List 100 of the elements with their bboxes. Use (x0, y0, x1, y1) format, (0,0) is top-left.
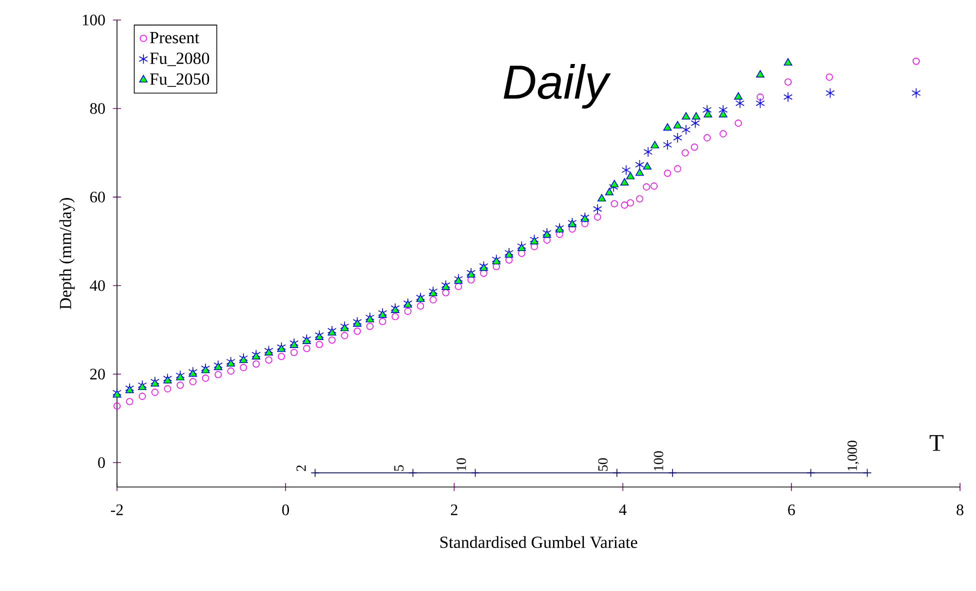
point (681, 124, 691, 135)
point (643, 162, 652, 170)
point (138, 382, 146, 390)
point (555, 225, 564, 232)
point (620, 201, 628, 209)
annotation: 100 (654, 451, 664, 470)
point (239, 356, 248, 363)
point (662, 140, 672, 150)
annotation: 1,000 (848, 440, 859, 470)
point (690, 143, 698, 151)
point (240, 364, 248, 372)
point (682, 149, 689, 156)
text: Daily (504, 64, 611, 109)
point (756, 93, 764, 101)
point (176, 370, 185, 381)
annotation: 50 (598, 458, 608, 471)
point (668, 468, 677, 478)
point (113, 402, 121, 410)
point (252, 352, 260, 360)
point (650, 140, 660, 148)
point (470, 468, 480, 478)
y-tick-label: 40 (90, 280, 105, 291)
point (442, 289, 450, 296)
point (612, 468, 622, 478)
point (674, 165, 682, 172)
x-tick-label: 8 (956, 504, 964, 516)
point (756, 98, 765, 108)
point (416, 302, 424, 310)
point (276, 342, 286, 352)
y-tick-label: 0 (98, 457, 105, 468)
x-tick-label: 4 (619, 504, 627, 516)
point (530, 236, 538, 244)
point (227, 367, 234, 375)
point (626, 199, 634, 206)
point (290, 348, 298, 356)
point (735, 98, 745, 108)
point (352, 316, 362, 328)
point (164, 385, 172, 392)
legend-label: Fu_2080 (150, 52, 210, 66)
y-tick-label: 20 (90, 368, 105, 380)
point (404, 308, 412, 315)
point (480, 270, 488, 277)
x-tick-label: 2 (450, 504, 458, 516)
point (663, 123, 672, 131)
point (138, 392, 146, 400)
point (594, 213, 602, 221)
point (214, 370, 222, 378)
point (644, 146, 653, 158)
point (340, 324, 349, 332)
point (784, 58, 792, 66)
point (912, 58, 920, 65)
x-axis-title: Standardised Gumbel Variate (440, 536, 638, 548)
point (530, 234, 539, 245)
point (428, 288, 438, 296)
point (650, 182, 658, 190)
point (826, 88, 835, 98)
point (310, 468, 320, 478)
point (302, 336, 311, 344)
point (408, 468, 418, 478)
point (756, 70, 764, 78)
point (265, 356, 272, 364)
point (316, 340, 323, 348)
point (692, 112, 700, 120)
point (442, 282, 450, 290)
point (704, 110, 712, 118)
annotation: T (930, 435, 944, 451)
point (592, 204, 602, 214)
x-tick-label: 6 (788, 504, 795, 516)
point (264, 348, 273, 356)
point (530, 243, 538, 250)
point (620, 178, 629, 186)
point (622, 164, 631, 176)
point (392, 312, 399, 320)
y-tick-label: 60 (90, 192, 105, 202)
point (720, 130, 727, 138)
y-axis-title: Depth (mm/day) (59, 198, 75, 310)
point (664, 170, 672, 177)
point (454, 276, 463, 284)
annotation: 2 (296, 465, 306, 472)
point (176, 382, 184, 389)
point (315, 332, 324, 340)
point (328, 336, 336, 344)
point (188, 369, 198, 377)
point (303, 344, 310, 352)
point (673, 132, 682, 143)
point (635, 160, 644, 170)
point (636, 195, 644, 202)
point (492, 256, 501, 264)
point (504, 248, 514, 258)
point (626, 172, 635, 180)
point (492, 254, 501, 265)
point (214, 362, 222, 370)
point (480, 264, 488, 271)
point (704, 134, 711, 142)
point (125, 383, 134, 394)
point (416, 294, 425, 302)
point (252, 360, 260, 368)
legend-label: Present (150, 32, 200, 44)
point (328, 328, 336, 336)
point (466, 270, 476, 278)
